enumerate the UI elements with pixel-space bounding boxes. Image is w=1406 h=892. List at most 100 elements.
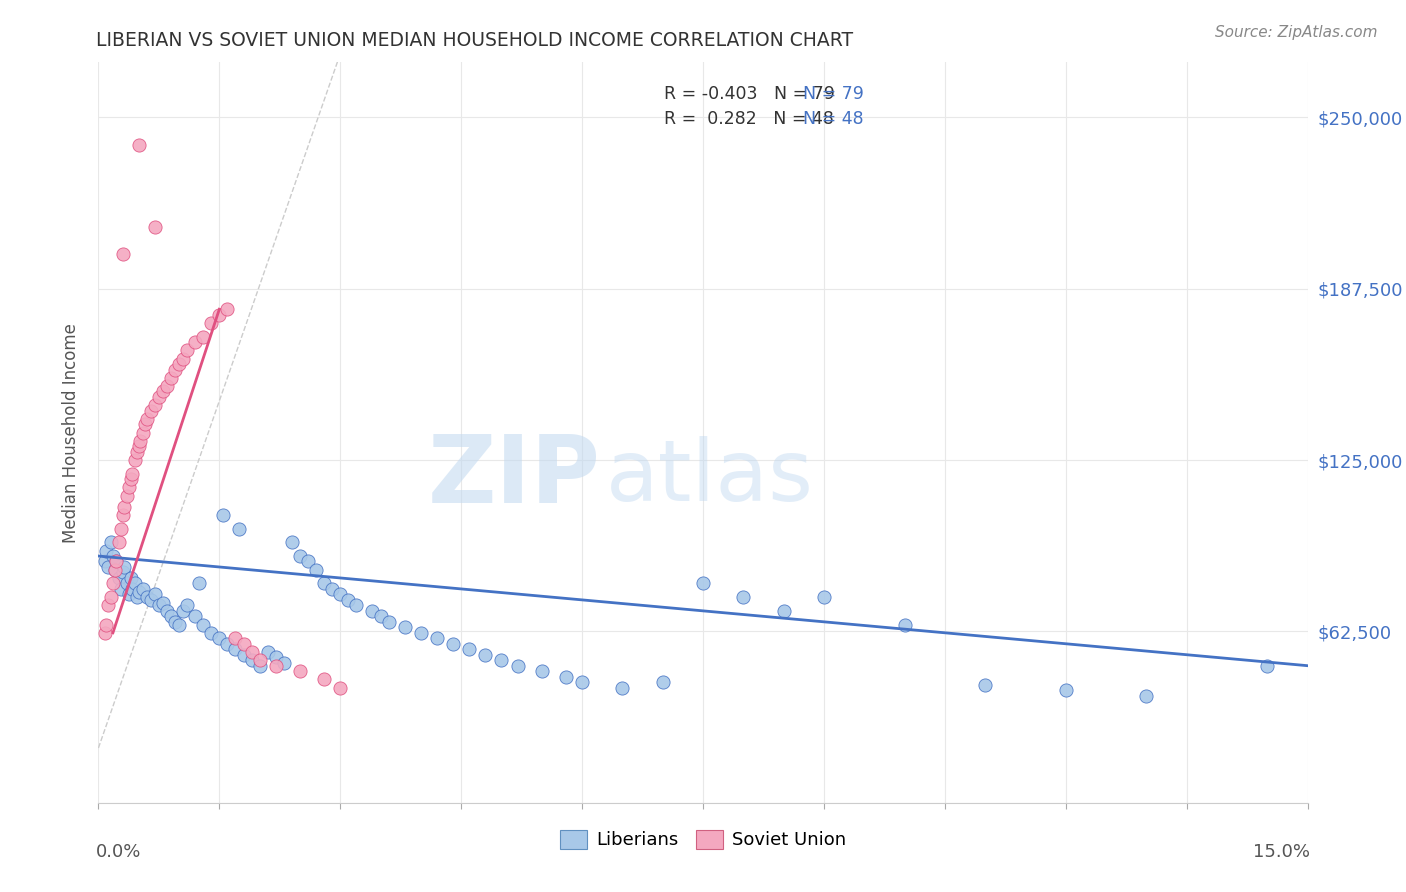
Text: R =  0.282   N = 48: R = 0.282 N = 48 — [664, 110, 834, 128]
Point — [94, 625, 117, 640]
Point — [212, 508, 235, 522]
Point — [132, 425, 155, 440]
Point — [232, 648, 254, 662]
Point — [974, 678, 997, 692]
Point — [112, 560, 135, 574]
Point — [426, 632, 449, 646]
Point — [733, 590, 755, 604]
Point — [288, 664, 311, 678]
Point — [110, 522, 132, 536]
Point — [96, 617, 118, 632]
Point — [107, 535, 129, 549]
Text: 15.0%: 15.0% — [1253, 843, 1310, 861]
Point — [111, 508, 134, 522]
Point — [105, 554, 128, 568]
Point — [143, 219, 166, 234]
Point — [458, 642, 481, 657]
Point — [172, 604, 194, 618]
Point — [110, 582, 132, 596]
Point — [124, 576, 146, 591]
Point — [305, 563, 328, 577]
Legend: Liberians, Soviet Union: Liberians, Soviet Union — [553, 823, 853, 856]
Text: N = 48: N = 48 — [803, 110, 863, 128]
Point — [135, 412, 157, 426]
Point — [115, 576, 138, 591]
Point — [111, 566, 134, 580]
Point — [139, 593, 162, 607]
Point — [143, 587, 166, 601]
Point — [232, 637, 254, 651]
Point — [208, 308, 231, 322]
Point — [772, 604, 794, 618]
Point — [94, 554, 117, 568]
Point — [160, 371, 183, 385]
Text: ZIP: ZIP — [427, 431, 600, 523]
Text: Source: ZipAtlas.com: Source: ZipAtlas.com — [1215, 25, 1378, 40]
Point — [97, 599, 120, 613]
Point — [188, 576, 211, 591]
Point — [101, 576, 124, 591]
Point — [329, 681, 352, 695]
Point — [111, 247, 134, 261]
Point — [120, 571, 142, 585]
Point — [321, 582, 343, 596]
Point — [208, 632, 231, 646]
Text: 0.0%: 0.0% — [96, 843, 141, 861]
Point — [184, 335, 207, 350]
Point — [1135, 689, 1157, 703]
Point — [200, 316, 222, 330]
Point — [184, 609, 207, 624]
Point — [612, 681, 634, 695]
Point — [281, 535, 304, 549]
Point — [96, 543, 118, 558]
Point — [555, 670, 578, 684]
Point — [127, 445, 149, 459]
Point — [217, 302, 239, 317]
Point — [193, 329, 215, 343]
Point — [314, 576, 336, 591]
Point — [135, 590, 157, 604]
Point — [100, 535, 122, 549]
Text: LIBERIAN VS SOVIET UNION MEDIAN HOUSEHOLD INCOME CORRELATION CHART: LIBERIAN VS SOVIET UNION MEDIAN HOUSEHOL… — [96, 31, 852, 50]
Point — [288, 549, 311, 563]
Point — [377, 615, 399, 629]
Point — [167, 357, 190, 371]
Point — [893, 617, 915, 632]
Point — [370, 609, 392, 624]
Point — [249, 658, 271, 673]
Point — [127, 590, 149, 604]
Point — [176, 343, 198, 358]
Point — [240, 645, 263, 659]
Text: atlas: atlas — [606, 435, 814, 518]
Point — [228, 522, 250, 536]
Point — [107, 571, 129, 585]
Point — [441, 637, 464, 651]
Point — [101, 549, 124, 563]
Point — [337, 593, 360, 607]
Point — [217, 637, 239, 651]
Point — [124, 453, 146, 467]
Point — [224, 642, 246, 657]
Point — [143, 398, 166, 412]
Point — [112, 500, 135, 514]
Point — [118, 587, 141, 601]
Point — [256, 645, 278, 659]
Point — [115, 489, 138, 503]
Point — [128, 439, 150, 453]
Point — [152, 384, 174, 399]
Point — [297, 554, 319, 568]
Point — [163, 362, 186, 376]
Point — [134, 417, 156, 432]
Point — [813, 590, 835, 604]
Point — [152, 596, 174, 610]
Point — [129, 434, 152, 448]
Point — [571, 675, 593, 690]
Point — [148, 390, 170, 404]
Point — [172, 351, 194, 366]
Point — [240, 653, 263, 667]
Point — [120, 472, 142, 486]
Point — [121, 467, 143, 481]
Point — [167, 617, 190, 632]
Point — [200, 625, 222, 640]
Point — [264, 658, 287, 673]
